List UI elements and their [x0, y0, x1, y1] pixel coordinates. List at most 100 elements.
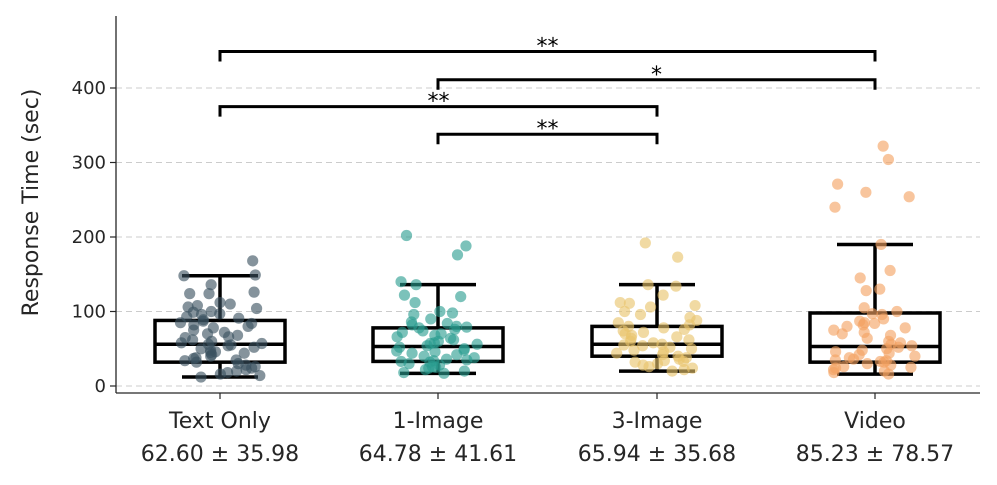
data-point — [858, 302, 870, 314]
data-point — [670, 280, 682, 292]
data-point — [461, 321, 473, 333]
significance-marker: ** — [428, 90, 450, 115]
data-point — [647, 337, 659, 349]
data-point — [636, 340, 649, 352]
data-point — [637, 326, 650, 338]
data-point — [623, 297, 636, 309]
data-point — [882, 153, 894, 166]
data-point — [419, 364, 432, 376]
data-point — [230, 365, 243, 377]
box-iqr — [590, 324, 724, 358]
data-point — [903, 191, 915, 203]
data-point — [672, 251, 684, 263]
data-point — [197, 315, 209, 327]
data-point — [461, 354, 473, 366]
significance-bracket — [218, 49, 877, 62]
box-iqr — [153, 318, 287, 364]
data-point — [892, 341, 905, 353]
data-point — [174, 317, 187, 329]
data-point — [247, 255, 259, 267]
data-point — [233, 312, 245, 324]
data-point — [678, 323, 690, 335]
data-point — [860, 186, 872, 198]
significance-bracket — [218, 105, 659, 117]
data-point — [184, 288, 196, 300]
data-point — [195, 343, 207, 355]
data-point — [658, 322, 670, 334]
box-plots — [153, 242, 942, 379]
data-point — [248, 286, 260, 298]
significance-bracket — [436, 132, 659, 145]
data-point — [224, 298, 236, 310]
data-point — [639, 237, 651, 249]
data-point — [179, 355, 191, 367]
data-point — [619, 305, 631, 318]
data-point — [643, 361, 655, 373]
data-point — [666, 365, 678, 377]
category-label: Video — [844, 409, 906, 434]
category-stat-label: 64.78 ± 41.61 — [359, 442, 517, 467]
data-point — [395, 276, 407, 288]
data-point — [906, 340, 918, 352]
data-point — [685, 343, 698, 355]
significance-marker: * — [651, 63, 662, 88]
significance-bracket — [436, 78, 877, 90]
data-point — [238, 347, 250, 359]
data-point — [671, 331, 683, 343]
data-point — [891, 305, 903, 318]
data-point — [190, 356, 203, 368]
category-stat-label: 65.94 ± 35.68 — [578, 442, 736, 467]
data-point — [205, 279, 217, 291]
data-point — [214, 368, 226, 380]
data-point — [899, 322, 911, 334]
data-point — [905, 361, 917, 373]
labels: 0 100 200 300 400 Response Time (sec) Text Onl… — [19, 78, 954, 467]
data-point — [409, 296, 421, 309]
y-axis-title: Response Time (sec) — [19, 89, 44, 317]
data-point — [214, 308, 226, 320]
data-point — [447, 334, 460, 346]
data-point — [618, 339, 630, 351]
data-point — [240, 364, 252, 376]
data-point — [429, 346, 441, 358]
data-point — [677, 355, 690, 368]
data-point — [242, 320, 254, 332]
data-point — [875, 238, 887, 251]
data-point — [829, 201, 841, 213]
category-stat-label: 62.60 ± 35.98 — [141, 442, 299, 467]
y-tick-label: 100 — [72, 302, 106, 323]
data-point — [421, 340, 433, 352]
data-point — [874, 283, 886, 295]
data-point — [829, 354, 841, 366]
data-point — [406, 347, 418, 359]
category-label: 1-Image — [393, 409, 484, 434]
data-point — [398, 289, 411, 301]
category-stat-label: 85.23 ± 78.57 — [796, 442, 954, 467]
data-point — [882, 368, 895, 380]
data-point — [195, 371, 207, 383]
data-point — [398, 366, 410, 379]
data-point — [847, 353, 860, 365]
data-point — [460, 240, 472, 252]
data-point — [877, 313, 890, 325]
data-point — [250, 302, 263, 315]
axes — [110, 16, 980, 399]
data-point — [400, 229, 413, 242]
data-point — [836, 328, 848, 340]
data-point — [425, 313, 437, 325]
data-point — [188, 324, 200, 336]
data-point — [686, 362, 699, 374]
data-point — [877, 140, 889, 152]
data-point — [417, 325, 429, 337]
data-point — [614, 296, 626, 309]
data-point — [651, 358, 664, 370]
data-point — [678, 364, 690, 376]
category-label: Text Only — [168, 409, 271, 434]
data-point — [178, 270, 190, 282]
data-point — [869, 317, 881, 330]
data-point — [451, 249, 464, 261]
data-point — [689, 299, 701, 312]
data-point — [446, 307, 459, 319]
data-point — [683, 334, 695, 346]
